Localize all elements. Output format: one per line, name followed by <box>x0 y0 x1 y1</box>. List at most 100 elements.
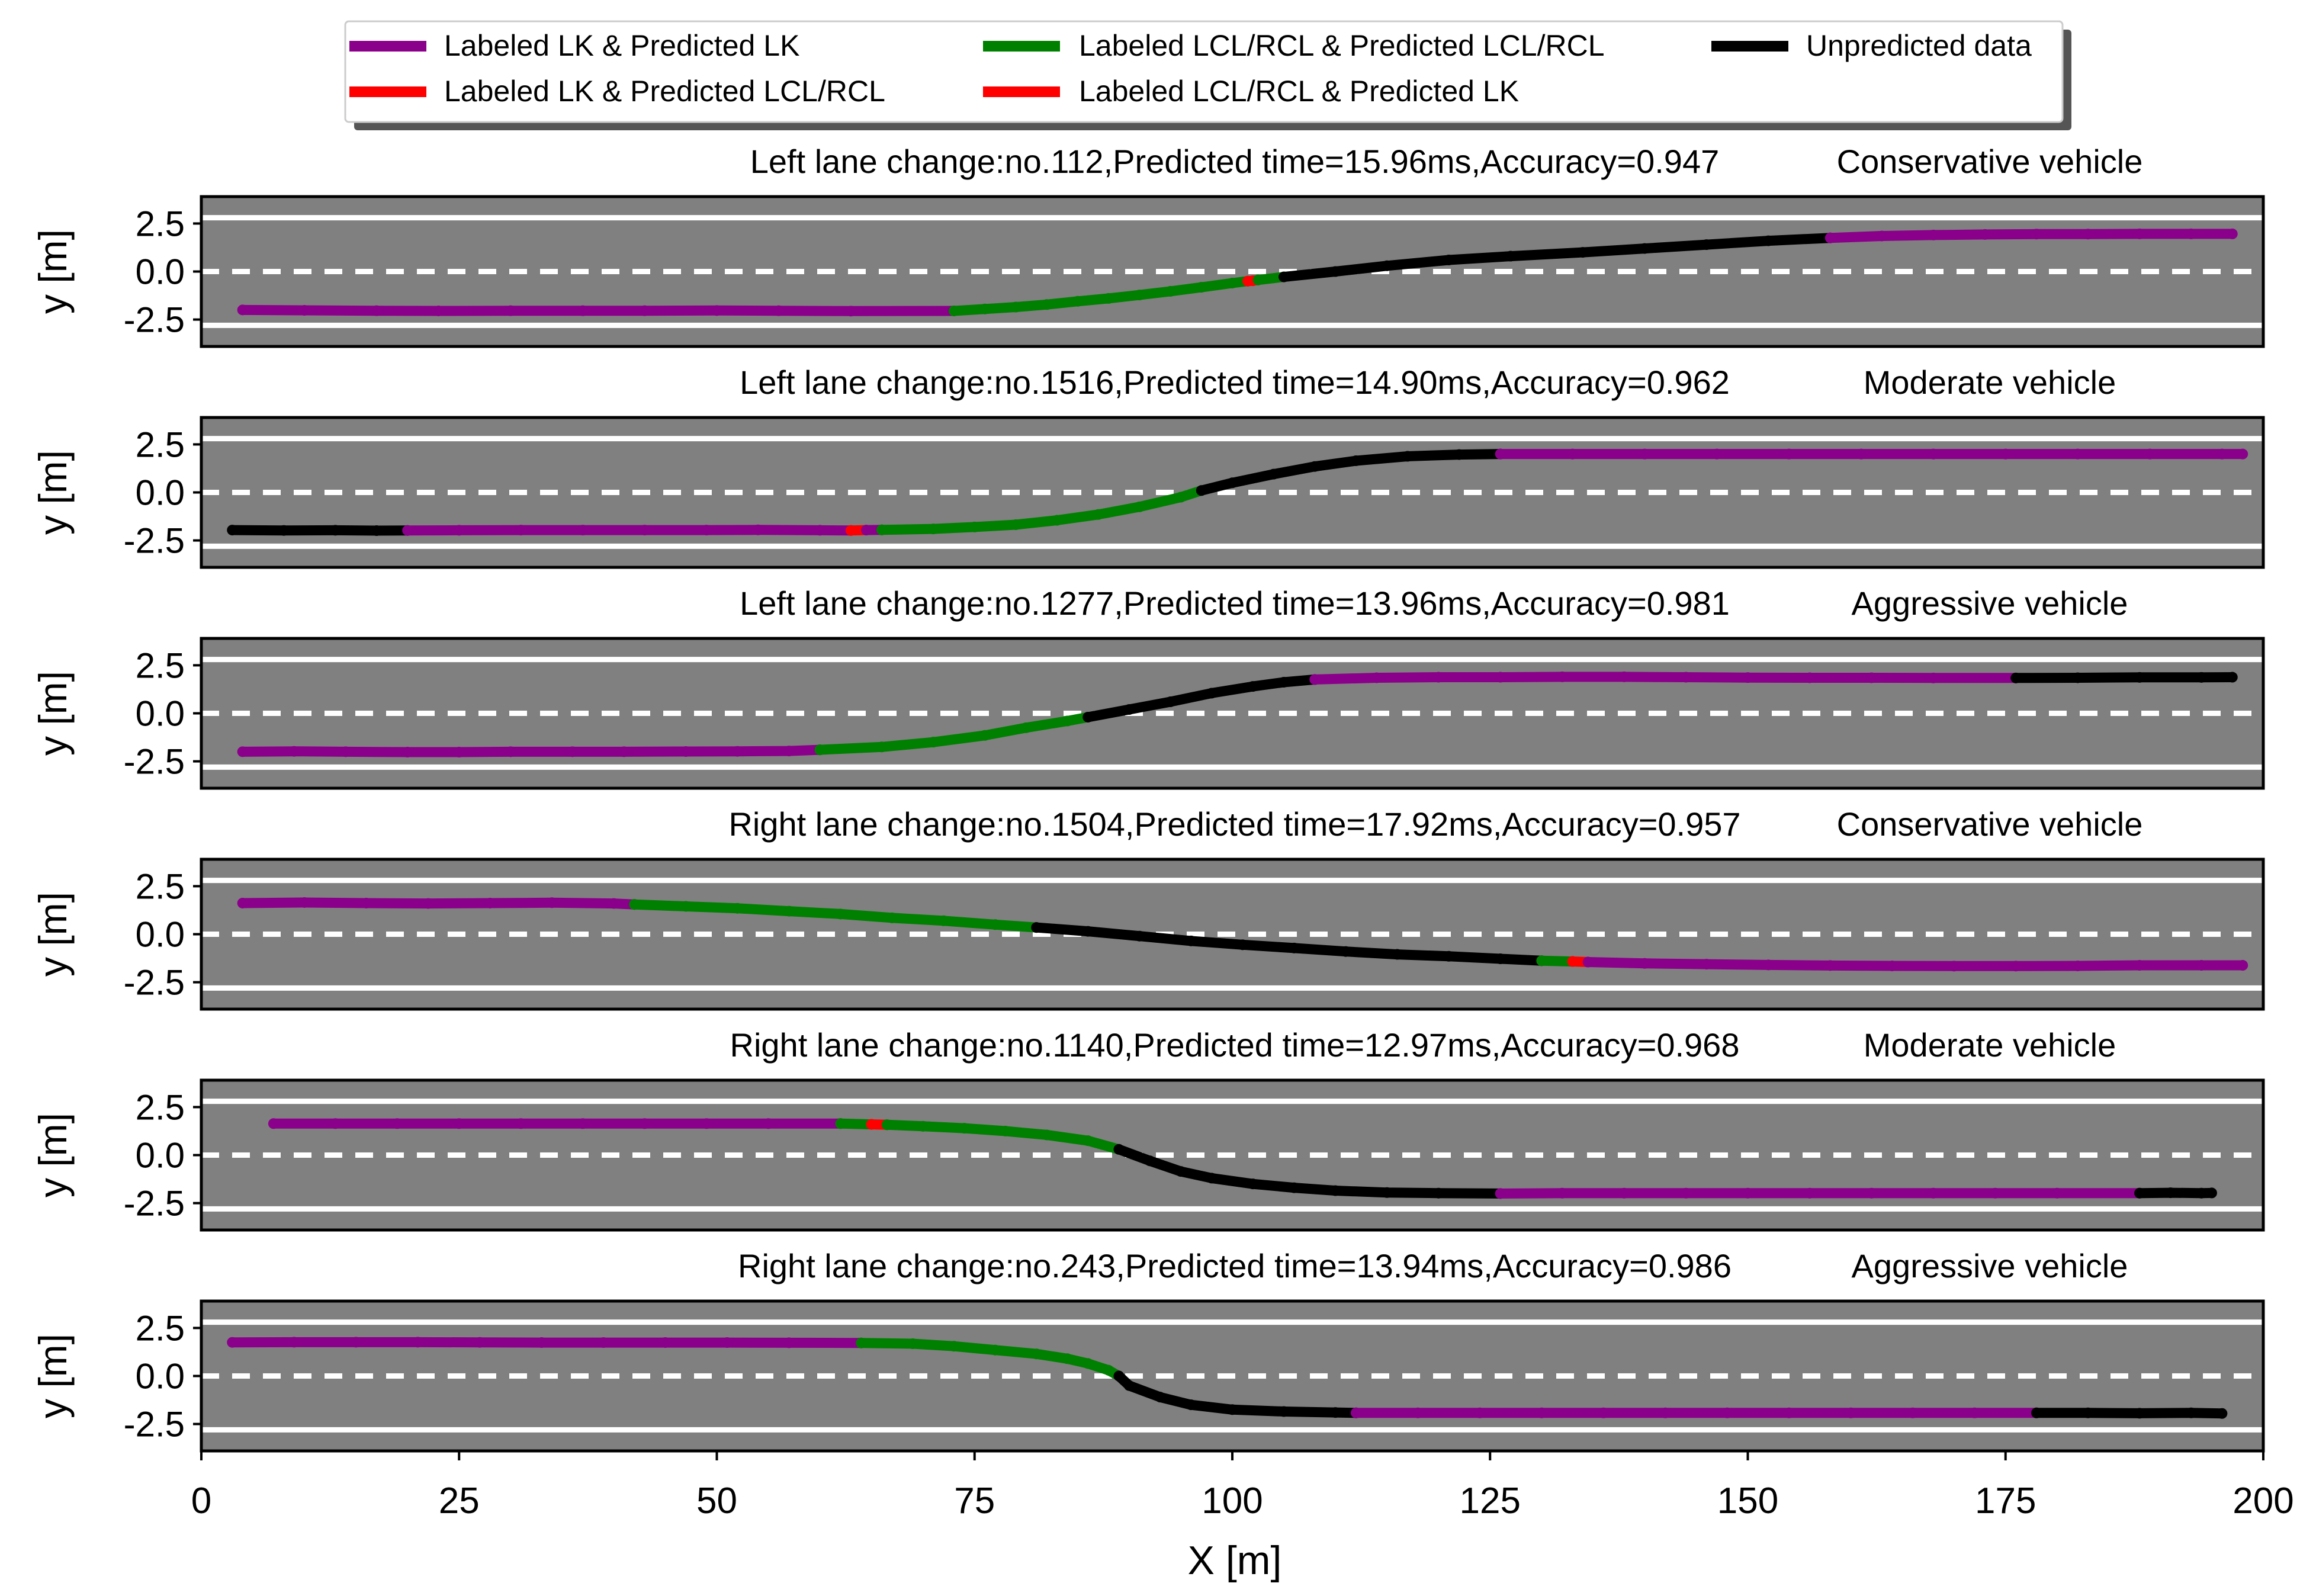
trajectory-point <box>454 525 465 536</box>
trajectory-point <box>2072 961 2083 972</box>
trajectory-point <box>680 901 692 912</box>
trajectory-point <box>1443 950 1454 962</box>
trajectory-point <box>1175 492 1186 503</box>
y-tick-label: -2.5 <box>124 742 185 782</box>
trajectory-point <box>608 898 619 909</box>
trajectory-segment <box>1495 1187 2145 1199</box>
panel-subtitle: Moderate vehicle <box>1864 364 2116 401</box>
y-axis-label: y [m] <box>31 671 75 756</box>
trajectory-point <box>454 1118 465 1129</box>
trajectory-point <box>1113 1144 1125 1155</box>
x-axis-label: X [m] <box>1188 1538 1282 1583</box>
trajectory-point <box>1072 296 1083 307</box>
trajectory-point <box>2196 672 2207 683</box>
legend-entry-lk-lk: Labeled LK & Predicted LK <box>349 29 799 62</box>
trajectory-point <box>1454 449 1465 460</box>
trajectory-line <box>1114 1144 1506 1199</box>
trajectory-point <box>1582 956 1594 968</box>
trajectory-point <box>1845 1407 1856 1418</box>
y-axis-label: y [m] <box>31 450 75 535</box>
y-tick-label: 0.0 <box>136 915 185 955</box>
trajectory-point <box>1371 672 1382 683</box>
x-tick-label: 25 <box>439 1481 480 1521</box>
trajectory-point <box>2134 672 2145 683</box>
trajectory-point <box>402 747 413 758</box>
trajectory-point <box>340 746 351 757</box>
trajectory-segment <box>1824 228 2238 243</box>
panel-title: Left lane change:no.1277,Predicted time=… <box>740 585 1730 622</box>
trajectory-point <box>1123 704 1135 715</box>
trajectory-point <box>1598 1407 1609 1418</box>
trajectory-point <box>2196 1187 2207 1199</box>
trajectory-point <box>1701 959 1712 970</box>
trajectory-point <box>1062 1353 1073 1364</box>
trajectory-point <box>1309 461 1321 472</box>
trajectory-point <box>2237 448 2248 460</box>
trajectory-point <box>1330 1185 1341 1196</box>
trajectory-point <box>474 1337 486 1348</box>
trajectory-point <box>783 905 795 917</box>
legend-entry-lk-lcl: Labeled LK & Predicted LCL/RCL <box>349 75 885 108</box>
trajectory-point <box>1206 1173 1218 1184</box>
trajectory-point <box>1639 448 1650 460</box>
trajectory-point <box>361 897 372 908</box>
trajectory-point <box>1433 672 1444 683</box>
trajectory-segment <box>402 524 856 536</box>
trajectory-point <box>1969 1407 1980 1418</box>
trajectory-point <box>886 912 898 923</box>
trajectory-point <box>2144 448 2156 460</box>
y-tick-label: 0.0 <box>136 252 185 292</box>
trajectory-point <box>2134 1187 2145 1199</box>
trajectory-line <box>1196 449 1506 496</box>
trajectory-point <box>753 524 764 535</box>
trajectory-segment <box>1279 232 1836 282</box>
trajectory-point <box>1350 455 1361 466</box>
trajectory-point <box>1856 448 1867 460</box>
trajectory-segment <box>2031 1407 2228 1419</box>
trajectory-point <box>1279 676 1290 688</box>
trajectory-point <box>1567 448 1578 460</box>
trajectory-segment <box>1113 1370 1361 1418</box>
trajectory-point <box>639 305 650 316</box>
trajectory-segment <box>227 1337 867 1348</box>
trajectory-point <box>1721 1407 1733 1418</box>
trajectory-point <box>1876 230 1887 242</box>
trajectory-point <box>860 525 872 536</box>
trajectory-point <box>2072 448 2083 460</box>
trajectory-point <box>1247 681 1258 692</box>
trajectory-point <box>1227 1404 1238 1415</box>
trajectory-point <box>1010 301 1021 313</box>
trajectory-point <box>2134 228 2145 239</box>
trajectory-point <box>278 525 290 536</box>
trajectory-segment <box>1495 448 2248 460</box>
trajectory-point <box>1536 955 1547 966</box>
trajectory-point <box>1186 935 1197 946</box>
y-tick-label: -2.5 <box>124 1184 185 1224</box>
y-tick-label: 2.5 <box>136 204 185 243</box>
trajectory-point <box>660 1337 671 1348</box>
trajectory-point <box>1031 922 1042 933</box>
trajectory-point <box>505 305 516 316</box>
trajectory-point <box>412 1337 423 1348</box>
trajectory-point <box>1103 1364 1114 1376</box>
trajectory-point <box>1784 1407 1795 1418</box>
trajectory-point <box>1000 1125 1011 1136</box>
x-tick-label: 100 <box>1202 1481 1263 1521</box>
trajectory-point <box>2000 448 2011 460</box>
trajectory-point <box>1639 958 1650 969</box>
panel-subtitle: Conservative vehicle <box>1837 143 2143 180</box>
trajectory-point <box>1196 485 1207 496</box>
trajectory-panel-3: Left lane change:no.1277,Predicted time=… <box>31 585 2265 790</box>
trajectory-segment <box>2134 1187 2217 1199</box>
trajectory-point <box>1866 1187 1877 1199</box>
trajectory-point <box>990 919 1001 930</box>
trajectory-point <box>1681 1187 1692 1199</box>
trajectory-point <box>1082 926 1094 937</box>
trajectory-point <box>2010 672 2022 683</box>
trajectory-point <box>1020 722 1032 733</box>
trajectory-point <box>948 1341 959 1352</box>
legend-frame <box>344 20 2064 123</box>
trajectory-point <box>1567 956 1578 967</box>
trajectory-point <box>1031 1348 1042 1360</box>
